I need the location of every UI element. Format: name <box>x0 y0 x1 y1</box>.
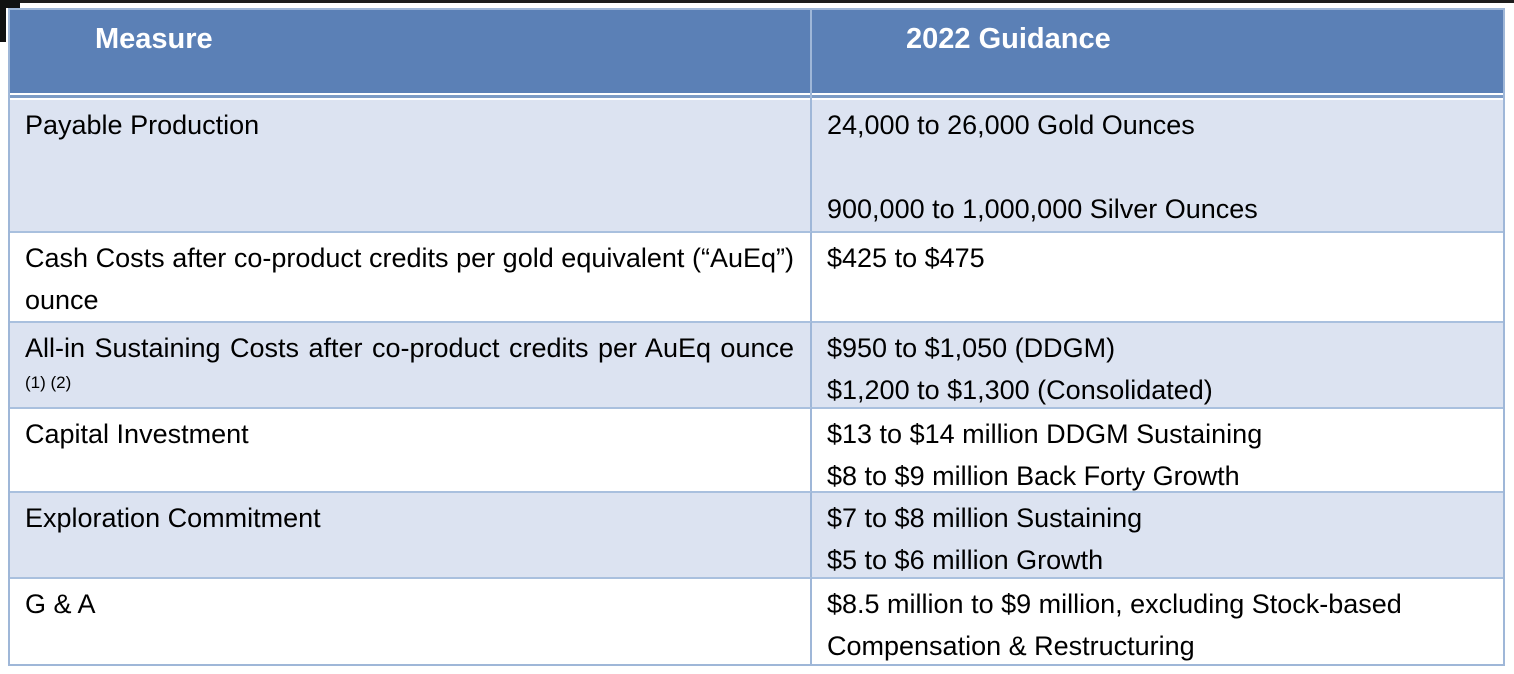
row-5-measure: Exploration Commitment <box>25 503 321 533</box>
row-1-measure: Payable Production <box>25 110 260 140</box>
row-5-measure-cell: Exploration Commitment <box>10 491 812 577</box>
page-edge-artifact-corner <box>0 0 20 8</box>
value-line: $13 to $14 million DDGM Sustaining <box>827 419 1263 449</box>
row-2-measure-cell: Cash Costs after co-product credits per … <box>10 231 812 321</box>
row-3-measure-cell: All-in Sustaining Costs after co-product… <box>10 321 812 407</box>
row-3-guidance-cell: $950 to $1,050 (DDGM) $1,200 to $1,300 (… <box>812 321 1503 407</box>
value-line: 24,000 to 26,000 Gold Ounces <box>827 110 1195 140</box>
value-line: $5 to $6 million Growth <box>827 545 1104 575</box>
value-line: $7 to $8 million Sustaining <box>827 503 1143 533</box>
header-rule-band <box>812 93 1503 100</box>
header-measure-label: Measure <box>95 23 213 55</box>
value-line: $8.5 million to $9 million, excluding St… <box>827 589 1402 661</box>
row-3-measure: All-in Sustaining Costs after co-product… <box>25 333 794 363</box>
row-4-guidance-cell: $13 to $14 million DDGM Sustaining $8 to… <box>812 407 1503 491</box>
row-6-guidance-cell: $8.5 million to $9 million, excluding St… <box>812 577 1503 664</box>
value-line: $950 to $1,050 (DDGM) <box>827 333 1116 363</box>
header-cell-guidance: 2022 Guidance <box>812 10 1503 93</box>
row-6-measure: G & A <box>25 589 96 619</box>
row-4-measure-cell: Capital Investment <box>10 407 812 491</box>
guidance-table: Measure 2022 Guidance Payable Production… <box>8 8 1505 666</box>
row-2-guidance-cell: $425 to $475 <box>812 231 1503 321</box>
footnote-superscript: (1) (2) <box>25 373 72 392</box>
row-6-measure-cell: G & A <box>10 577 812 664</box>
row-1-measure-cell: Payable Production <box>10 100 812 231</box>
value-line: 900,000 to 1,000,000 Silver Ounces <box>827 194 1258 224</box>
value-line: $8 to $9 million Back Forty Growth <box>827 461 1240 491</box>
value-line <box>827 146 1487 188</box>
row-2-measure: Cash Costs after co-product credits per … <box>25 243 794 315</box>
page-edge-artifact-corner <box>0 0 6 42</box>
row-5-guidance-cell: $7 to $8 million Sustaining $5 to $6 mil… <box>812 491 1503 577</box>
page-edge-artifact-top <box>0 0 1514 3</box>
header-rule-band <box>10 93 812 100</box>
header-cell-measure: Measure <box>10 10 812 93</box>
row-4-measure: Capital Investment <box>25 419 249 449</box>
value-line: $1,200 to $1,300 (Consolidated) <box>827 375 1213 405</box>
row-1-guidance-cell: 24,000 to 26,000 Gold Ounces 900,000 to … <box>812 100 1503 231</box>
header-guidance-label: 2022 Guidance <box>906 23 1111 55</box>
value-line: $425 to $475 <box>827 243 985 273</box>
